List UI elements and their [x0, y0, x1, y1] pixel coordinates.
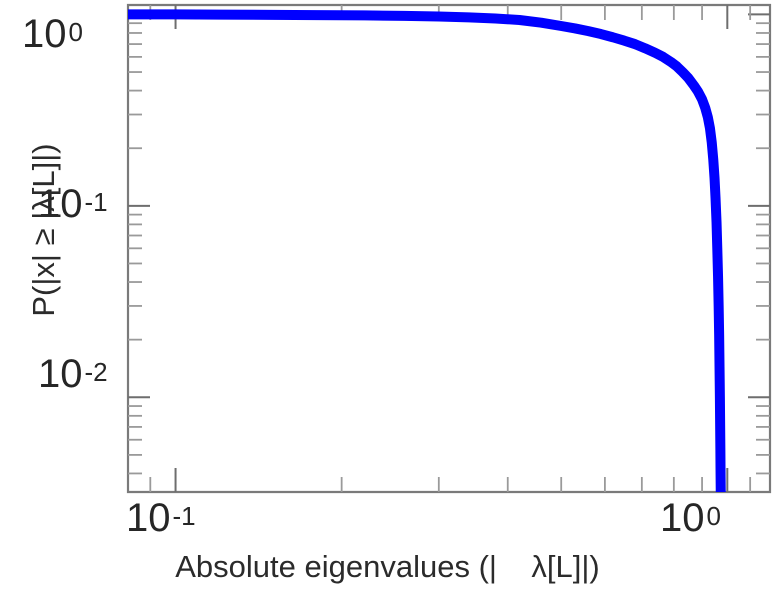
- y-tick-label-1e-1: 10-1: [38, 182, 108, 226]
- y-axis-label-container: P(|x| ≥ |λ[L]|): [22, 0, 66, 510]
- plot-frame: [126, 3, 772, 494]
- y-tick-label-1e0: 100: [22, 12, 83, 56]
- x-axis-label: Absolute eigenvalues (| λ[L]|): [175, 549, 600, 584]
- y-axis-label: P(|x| ≥ |λ[L]|): [26, 143, 61, 317]
- data-series-0: [128, 9, 726, 493]
- x-tick-label-1e0: 100: [660, 496, 721, 540]
- x-tick-label-1e-1: 10-1: [126, 496, 196, 540]
- y-tick-label-1e-2: 10-2: [38, 352, 108, 396]
